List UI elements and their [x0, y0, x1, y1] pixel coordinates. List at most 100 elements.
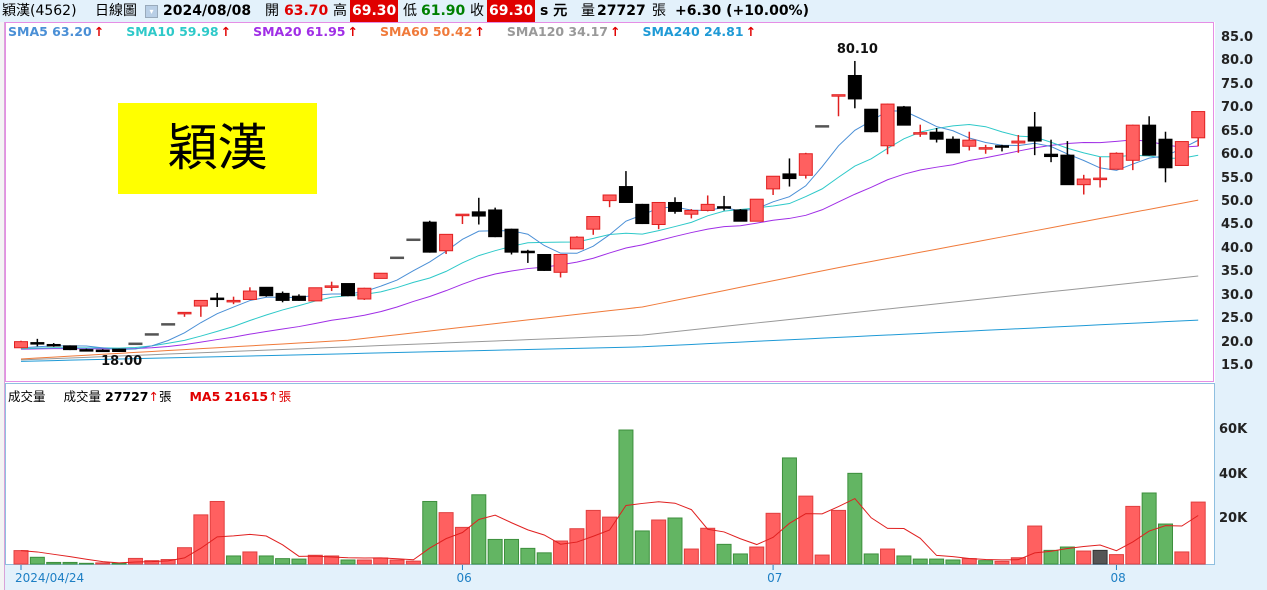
candle-body: [144, 333, 159, 336]
candle-body: [1174, 141, 1189, 166]
volume-bar: [62, 561, 78, 565]
close-value: 69.30: [487, 0, 536, 22]
candle-body: [1060, 154, 1075, 186]
candle-body: [1027, 126, 1042, 142]
candle-body: [1044, 153, 1059, 158]
volume-bar: [520, 547, 536, 565]
candle-body: [569, 236, 584, 250]
candle-body: [913, 132, 928, 135]
volume-bar: [994, 560, 1010, 565]
volume-bar: [814, 554, 830, 565]
candle-body: [112, 348, 127, 352]
volume-bar: [896, 555, 912, 565]
volume-bar: [847, 472, 863, 565]
volume-bar: [193, 514, 209, 565]
price-annotation: 18.00: [101, 353, 143, 369]
candle-body: [798, 153, 813, 176]
candle-body: [880, 103, 895, 147]
candle-body: [1011, 140, 1026, 144]
price-chart-panel[interactable]: [5, 22, 1214, 382]
volume-bar: [78, 562, 94, 565]
date-tick-label: 2024/04/24: [15, 571, 85, 585]
price-tick-label: 65.0: [1221, 123, 1254, 139]
candle-body: [700, 203, 715, 211]
candle-body: [815, 125, 830, 128]
volume-bar: [340, 559, 356, 565]
candle-body: [79, 349, 94, 352]
low-label: 低: [403, 3, 417, 19]
chart-type-dropdown-icon[interactable]: ▾: [145, 5, 158, 18]
candle-body: [1076, 178, 1091, 186]
candle-body: [733, 209, 748, 222]
legend-item-sma120: SMA120 34.17 ↑: [507, 24, 621, 39]
sma20-line: [20, 139, 1199, 350]
volume-bar: [258, 555, 274, 565]
legend-item-sma20: SMA20 61.95 ↑: [253, 24, 358, 39]
candle-body: [226, 299, 241, 303]
candle-body: [128, 342, 143, 346]
volume-bar: [1092, 549, 1108, 565]
candle-body: [520, 250, 535, 254]
volume-title: 成交量: [8, 389, 46, 404]
candle-body: [586, 216, 601, 230]
candle-body: [471, 211, 486, 217]
candle-body: [651, 201, 666, 226]
candle-body: [847, 74, 862, 100]
sma240-line: [20, 319, 1199, 362]
volume-bar: [454, 526, 470, 565]
volume-unit: 張: [652, 3, 666, 19]
candle-body: [95, 349, 110, 353]
up-arrow-icon: ↑: [148, 389, 159, 404]
volume-bar: [798, 495, 814, 565]
chart-type-label: 日線圖: [95, 3, 137, 19]
candle-body: [46, 343, 61, 347]
volume-bar: [275, 558, 291, 565]
sma60-line: [20, 199, 1199, 360]
price-tick-label: 15.0: [1221, 358, 1254, 374]
volume-unit: 張: [158, 389, 172, 404]
quote-date: 2024/08/08: [163, 3, 252, 19]
price-tick-label: 80.0: [1221, 53, 1254, 69]
price-tick-label: 55.0: [1221, 170, 1254, 186]
volume-bar: [405, 560, 421, 565]
price-change: +6.30 (+10.00%): [675, 3, 809, 19]
volume-bar: [1108, 554, 1124, 565]
volume-chart-panel[interactable]: [5, 383, 1215, 565]
volume-bar: [683, 548, 699, 565]
sma5-line: [20, 110, 1199, 351]
volume-bar: [389, 559, 405, 565]
volume-bar: [618, 429, 634, 565]
volume-bar: [291, 558, 307, 565]
volume-bar: [95, 562, 111, 565]
candle-body: [488, 209, 503, 238]
legend-item-sma5: SMA5 63.20 ↑: [8, 24, 104, 39]
candle-body: [1142, 124, 1157, 156]
volume-bar: [961, 558, 977, 565]
volume-bar: [1076, 550, 1092, 565]
high-label: 高: [333, 3, 347, 19]
candle-body: [553, 253, 568, 273]
candle-body: [766, 175, 781, 190]
candle-body: [14, 341, 28, 349]
volume-bar: [356, 559, 372, 565]
volume-bar: [831, 509, 846, 565]
up-arrow-icon: ↑: [220, 24, 232, 39]
volume-bar: [1158, 523, 1173, 565]
price-tick-label: 35.0: [1221, 264, 1254, 280]
volume-bar: [863, 553, 879, 565]
price-tick-label: 50.0: [1221, 194, 1254, 209]
price-annotation: 80.10: [836, 41, 878, 57]
open-label: 開: [265, 3, 279, 19]
candle-body: [864, 108, 879, 133]
legend-text: SMA60 50.42: [379, 24, 473, 39]
candle-body: [945, 138, 960, 154]
volume-bar: [13, 550, 29, 565]
candle-body: [357, 287, 372, 300]
legend-text: SMA5 63.20: [8, 24, 92, 39]
candle-body: [291, 295, 306, 301]
candle-body: [1125, 124, 1140, 161]
price-tick-label: 20.0: [1221, 334, 1254, 350]
candle-body: [406, 238, 421, 242]
volume-bar: [177, 547, 192, 565]
close-label: 收: [470, 3, 484, 19]
